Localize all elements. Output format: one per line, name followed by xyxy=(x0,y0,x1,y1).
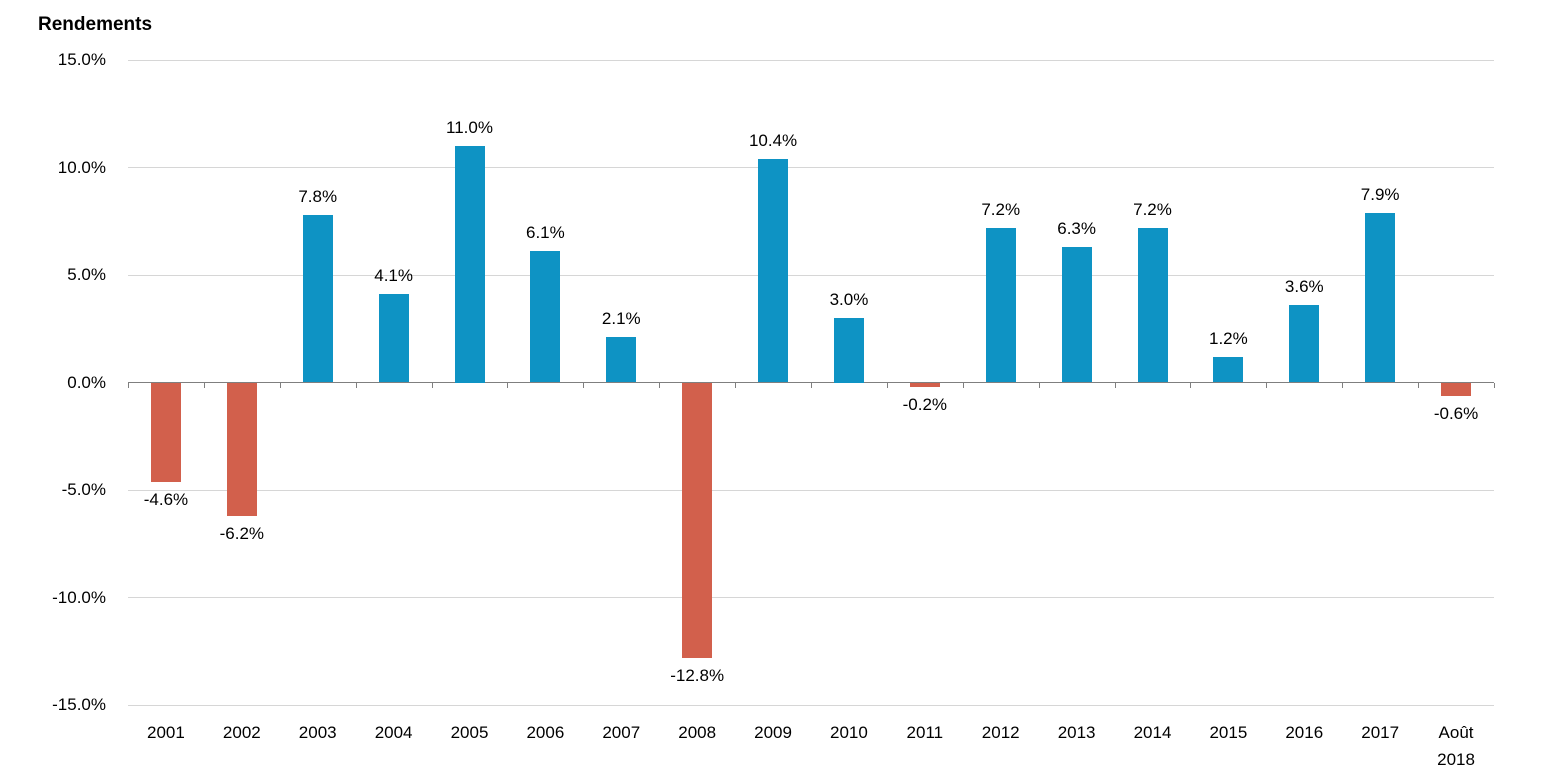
x-axis-tick xyxy=(431,383,433,388)
bar-2012 xyxy=(985,227,1016,383)
x-axis-tick xyxy=(962,383,964,388)
y-axis-tick-label: 5.0% xyxy=(67,265,106,284)
bar-value-label: -0.6% xyxy=(1433,403,1479,423)
x-axis-category-label: 2013 xyxy=(1057,723,1096,742)
bar-value-label: -6.2% xyxy=(219,524,265,544)
x-axis-category-label: 2014 xyxy=(1133,723,1172,742)
gridline xyxy=(128,59,1494,61)
x-axis-tick xyxy=(279,383,281,388)
x-axis-category-label: 2012 xyxy=(981,723,1020,742)
x-axis-category-label: 2010 xyxy=(830,723,868,742)
bar-2010 xyxy=(833,318,864,383)
y-axis-tick-label: -15.0% xyxy=(52,695,106,714)
bar-2003 xyxy=(302,214,333,383)
x-axis-category-label: 2006 xyxy=(526,723,565,742)
bar-value-label: 6.3% xyxy=(1057,219,1096,239)
x-axis-tick xyxy=(1494,383,1495,388)
bar-value-label: 4.1% xyxy=(374,266,413,286)
x-axis-category-label: 2005 xyxy=(450,723,489,742)
bar-value-label: -12.8% xyxy=(670,666,725,686)
bar-2001 xyxy=(150,383,181,482)
bar-2017 xyxy=(1365,212,1396,383)
x-axis-tick xyxy=(886,383,888,388)
bar-2006 xyxy=(530,251,561,383)
x-axis-category-label: 2004 xyxy=(374,723,413,742)
x-axis-tick xyxy=(203,383,205,388)
x-axis-tick xyxy=(1418,383,1420,388)
x-axis-tick xyxy=(659,383,661,388)
plot-area: -4.6% 2001 -6.2% 2002 7.8% 2003 4.1% 2004 11.0% 2… xyxy=(128,59,1495,769)
x-axis-category-label: 2007 xyxy=(602,723,641,742)
x-axis-category-label: 2009 xyxy=(754,723,792,742)
bar-2011 xyxy=(909,383,940,388)
y-axis-tick-label: -10.0% xyxy=(52,587,106,607)
bar-value-label: 7.2% xyxy=(981,199,1021,219)
bar-2016 xyxy=(1289,305,1320,383)
x-axis-category-label: 2002 xyxy=(222,723,261,742)
gridline xyxy=(128,167,1494,168)
x-axis-tick xyxy=(1190,383,1192,388)
bar-value-label: 6.1% xyxy=(526,223,565,243)
bar-2002 xyxy=(226,383,257,517)
bar-2014 xyxy=(1137,227,1168,383)
bar-2007 xyxy=(606,337,637,383)
bar-value-label: 3.0% xyxy=(829,290,869,309)
bar-value-label: -4.6% xyxy=(143,489,189,509)
x-axis-tick xyxy=(355,383,357,388)
gridline xyxy=(128,274,1494,276)
x-axis-tick xyxy=(735,383,737,388)
x-axis-tick xyxy=(1038,383,1040,388)
y-axis-tick-label: 0.0% xyxy=(67,372,106,392)
x-axis-tick xyxy=(583,383,585,388)
x-axis-category-label: 2011 xyxy=(906,723,944,742)
bar-2009 xyxy=(758,158,789,383)
x-axis-category-label: 2001 xyxy=(147,723,185,742)
x-axis-category-label: Août 2018 xyxy=(1437,723,1475,769)
bar-value-label: 7.9% xyxy=(1360,184,1400,204)
x-axis-tick xyxy=(507,383,509,388)
x-axis-tick xyxy=(1342,383,1344,388)
bar-value-label: -0.2% xyxy=(902,395,948,415)
x-axis-category-label: 2003 xyxy=(298,723,337,742)
y-axis-tick-label: 15.0% xyxy=(57,50,106,69)
x-axis-tick xyxy=(128,383,129,388)
x-axis-tick xyxy=(811,383,812,388)
bar-2008 xyxy=(682,383,713,659)
bar-value-label: 7.8% xyxy=(298,186,338,206)
y-axis-tick-label: -5.0% xyxy=(61,480,106,499)
x-axis-tick xyxy=(1114,383,1116,388)
y-axis-tick-label: 10.0% xyxy=(57,157,106,177)
bar-2005 xyxy=(454,146,485,383)
x-axis-line xyxy=(128,382,1494,383)
x-axis-category-label: 2015 xyxy=(1209,723,1248,742)
bar-value-label: 3.6% xyxy=(1284,277,1324,297)
bar-2004 xyxy=(378,294,409,383)
gridline xyxy=(128,704,1494,706)
x-axis-category-label: 2008 xyxy=(678,723,717,742)
x-axis-category-label: 2016 xyxy=(1285,723,1324,742)
bar-value-label: 7.2% xyxy=(1133,199,1172,219)
bar-value-label: 1.2% xyxy=(1209,328,1248,348)
x-axis-tick xyxy=(1266,383,1268,388)
gridline xyxy=(128,489,1494,491)
gridline xyxy=(128,597,1494,598)
bar-2015 xyxy=(1213,356,1244,383)
chart-title: Rendements xyxy=(38,14,153,35)
x-axis-category-label: 2017 xyxy=(1361,723,1400,742)
bar-2013 xyxy=(1061,247,1092,383)
bar-août-2018 xyxy=(1441,383,1472,396)
bar-value-label: 2.1% xyxy=(601,309,641,329)
bar-value-label: 11.0% xyxy=(446,118,493,137)
bar-value-label: 10.4% xyxy=(748,130,798,150)
